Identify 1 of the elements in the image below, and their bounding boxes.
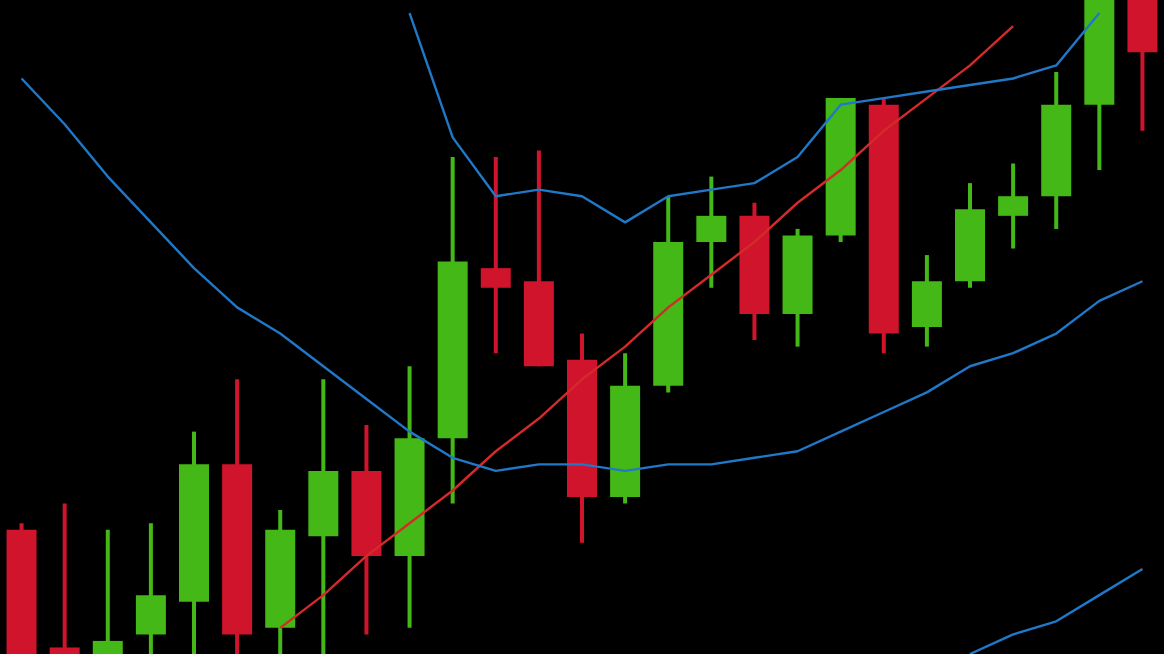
candlestick xyxy=(49,503,80,654)
